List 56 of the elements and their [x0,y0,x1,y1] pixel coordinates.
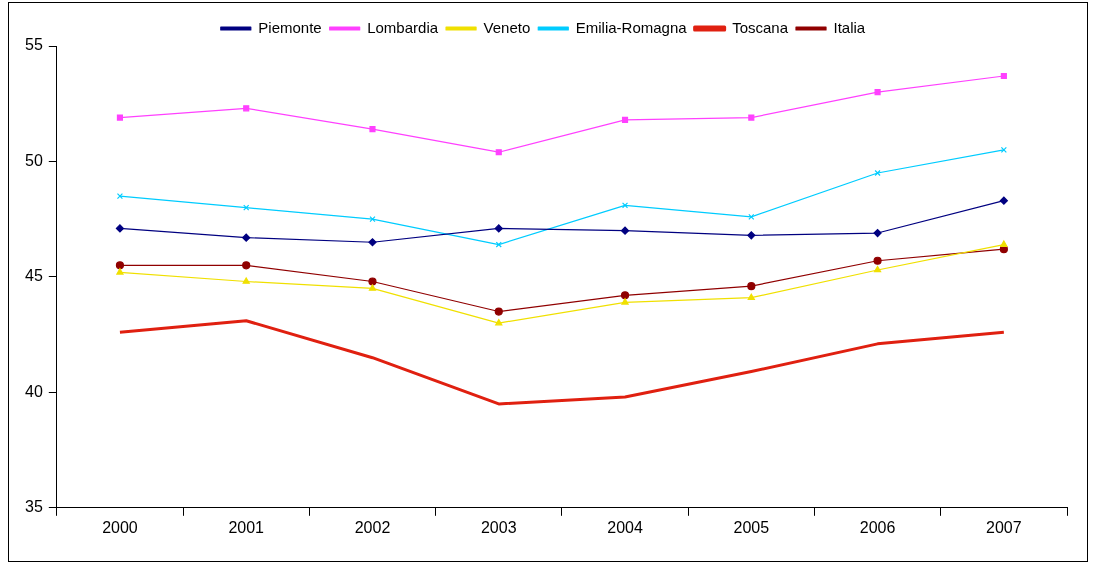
point [494,307,503,316]
x-tick-label: 2007 [986,518,1022,536]
point [873,265,882,273]
point [369,126,376,133]
point [243,204,250,211]
y-tick-label: 55 [25,36,43,54]
legend-label: Piemonte [258,18,322,36]
point [495,241,502,248]
point [621,202,629,209]
point [621,116,629,123]
x-tick-label: 2000 [102,518,138,536]
point [873,228,882,238]
point [1000,72,1007,80]
legend-label: Italia [833,18,866,36]
point [620,291,630,300]
point [368,277,377,286]
point [999,196,1008,205]
point [369,216,376,223]
point [495,149,502,156]
x-tick-label: 2003 [480,518,517,536]
y-tick-label: 40 [25,382,43,400]
point [748,114,755,121]
point [747,231,756,240]
x-tick-label: 2002 [354,518,391,536]
point [115,261,125,270]
point [1000,240,1008,247]
x-tick-label: 2004 [607,518,643,536]
point [116,114,124,121]
y-tick-label: 50 [25,151,43,169]
point [242,261,251,270]
legend-label: Toscana [732,18,789,36]
point [115,224,125,233]
point [874,89,881,96]
y-tick-label: 45 [25,267,43,285]
point [494,224,503,233]
point [242,277,250,284]
point [116,268,124,275]
point [368,238,377,247]
x-tick-label: 2001 [228,518,265,536]
point [621,298,629,305]
x-tick-label: 2005 [733,518,770,536]
legend-label: Veneto [483,18,531,36]
legend-label: Lombardia [367,18,439,36]
point [748,213,755,220]
point [368,284,377,291]
point [242,233,251,242]
point [243,105,250,112]
y-tick-label: 35 [25,498,43,516]
point [873,256,882,265]
point [620,226,630,235]
x-tick-label: 2006 [859,518,896,536]
legend-label: Emilia-Romagna [575,18,688,36]
point [495,318,503,326]
point [747,282,756,291]
point [874,169,881,177]
point [747,293,755,301]
